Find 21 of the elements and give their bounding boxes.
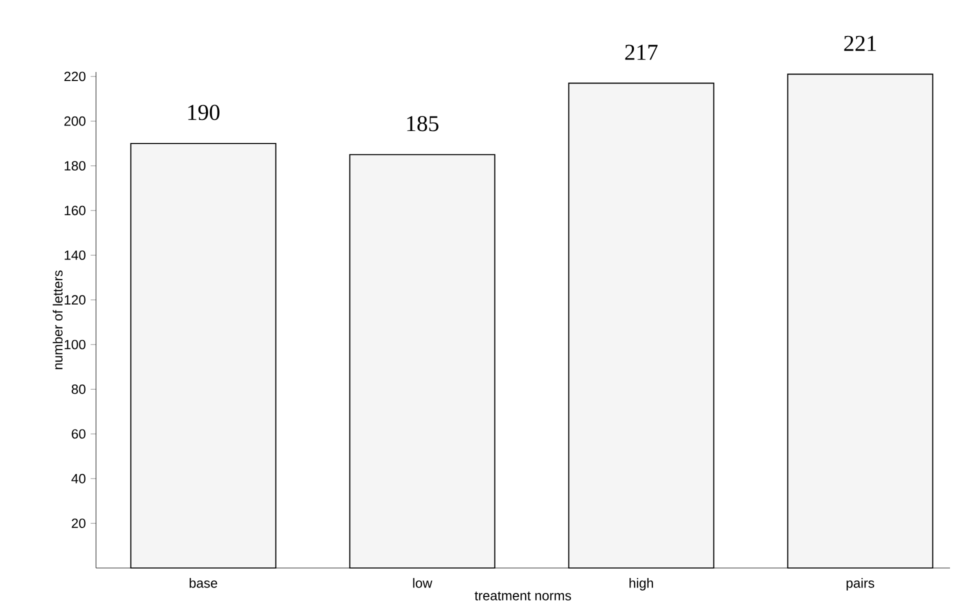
y-tick-label: 180 (64, 161, 86, 171)
x-tick-label: pairs (846, 578, 874, 590)
x-tick-label: base (190, 578, 218, 588)
x-tick-label: low (413, 578, 432, 588)
x-axis-title: treatment norms (474, 592, 572, 600)
y-tick-label: 120 (64, 295, 86, 305)
y-axis-title: number of letters (52, 270, 63, 370)
y-tick-label: 40 (71, 474, 86, 484)
y-tick-label: 80 (72, 384, 86, 394)
data-label: 185 (407, 116, 438, 132)
y-tick-label: 100 (64, 340, 86, 350)
y-tick-label: 160 (64, 206, 86, 216)
y-tick-label: 20 (72, 518, 86, 528)
y-tick-label: 220 (64, 72, 86, 82)
y-tick-label: 140 (64, 250, 86, 260)
x-tick-label: high (630, 578, 653, 590)
y-tick-label: 200 (64, 116, 86, 126)
y-tick-label: 60 (72, 429, 86, 439)
data-label: 190 (188, 104, 220, 120)
data-label: 217 (625, 44, 658, 60)
data-label: 221 (844, 36, 876, 51)
